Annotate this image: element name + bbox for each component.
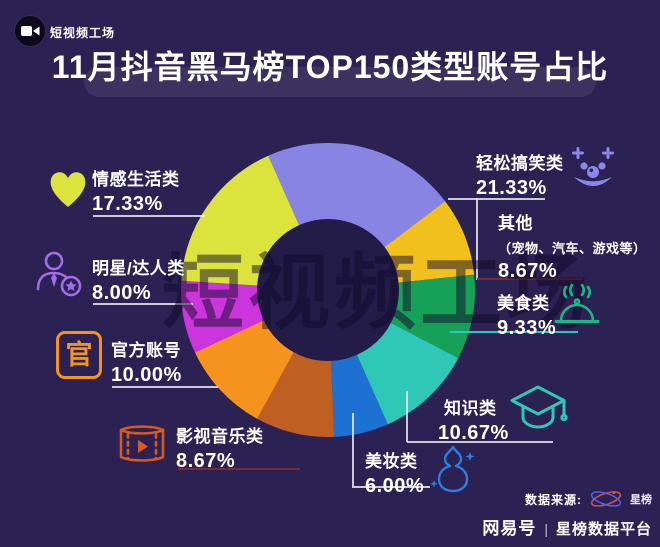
donut-slice-4 bbox=[330, 354, 388, 437]
legend-item-film-music: 影视音乐类 8.67% bbox=[176, 422, 264, 473]
legend-item-other: 其他 （宠物、汽车、游戏等） 8.67% bbox=[498, 209, 647, 283]
legend-value: 10.67% bbox=[438, 422, 509, 444]
legend-value: 6.00% bbox=[365, 475, 425, 497]
netease-logo-text: 网易号 bbox=[482, 519, 537, 538]
legend-label: 美妆类 bbox=[365, 452, 418, 471]
legend-item-beauty: 美妆类 6.00% bbox=[365, 447, 424, 498]
leader-line-comedy bbox=[448, 198, 545, 200]
legend-item-emotion-life: 情感生活类 17.33% bbox=[92, 165, 180, 216]
clown-icon bbox=[572, 147, 614, 186]
legend-sublabel: （宠物、汽车、游戏等） bbox=[498, 241, 647, 256]
legend-label: 轻松搞笑类 bbox=[476, 154, 564, 173]
leader-line-beauty-vertical bbox=[352, 413, 354, 487]
footer-divider: | bbox=[544, 521, 548, 537]
footer: 数据来源: 星榜 网易号 | 星榜数据平台 bbox=[482, 486, 652, 539]
legend-value: 8.00% bbox=[92, 282, 152, 304]
cosmetic-gourd-icon bbox=[430, 445, 475, 493]
graduation-cap-icon bbox=[510, 385, 568, 429]
leader-line-other-vertical bbox=[476, 198, 478, 280]
xingbang-logo-text: 星榜 bbox=[630, 494, 652, 506]
leader-line-knowledge-vertical bbox=[406, 391, 408, 442]
leader-line-beauty bbox=[352, 486, 430, 488]
leader-line-other bbox=[477, 278, 583, 280]
leader-line-film-music bbox=[178, 468, 300, 470]
leader-line-celebrity bbox=[93, 303, 193, 305]
data-source-label: 数据来源: bbox=[525, 492, 582, 507]
donut-slice-8 bbox=[181, 155, 300, 286]
food-cloche-icon bbox=[554, 283, 600, 324]
donut-slice-5 bbox=[257, 352, 335, 437]
legend-item-official: 官方账号 10.00% bbox=[111, 336, 182, 387]
legend-label: 官方账号 bbox=[111, 341, 181, 360]
legend-value: 8.67% bbox=[498, 260, 558, 282]
leader-line-knowledge bbox=[407, 441, 553, 443]
star-person-icon bbox=[36, 251, 82, 297]
legend-label: 情感生活类 bbox=[92, 170, 180, 189]
donut-slice-2 bbox=[390, 274, 475, 359]
legend-label: 知识类 bbox=[444, 399, 497, 418]
platform-name: 星榜数据平台 bbox=[555, 521, 652, 538]
legend-value: 17.33% bbox=[92, 193, 163, 215]
legend-label: 美食类 bbox=[497, 294, 550, 313]
page-title: 11月抖音黑马榜TOP150类型账号占比 bbox=[51, 49, 609, 85]
official-seal-char: 官 bbox=[65, 339, 93, 370]
donut-slice-6 bbox=[194, 320, 294, 419]
legend-item-food: 美食类 9.33% bbox=[497, 289, 556, 340]
legend-value: 8.67% bbox=[176, 450, 236, 472]
legend-value: 10.00% bbox=[111, 364, 182, 386]
donut-slice-0 bbox=[268, 143, 446, 248]
leader-line-food bbox=[450, 331, 578, 333]
donut-chart bbox=[180, 143, 475, 437]
video-camera-icon bbox=[20, 26, 39, 36]
legend-item-knowledge: 知识类 10.67% bbox=[438, 394, 509, 445]
xingbang-orbit-icon bbox=[590, 490, 622, 507]
title-highlight-pill bbox=[84, 67, 596, 97]
legend-item-comedy: 轻松搞笑类 21.33% bbox=[476, 149, 564, 200]
legend-value: 9.33% bbox=[497, 317, 557, 339]
legend-label: 明星/达人类 bbox=[92, 259, 185, 278]
app-logo bbox=[14, 15, 46, 47]
legend-item-celebrity: 明星/达人类 8.00% bbox=[92, 254, 185, 305]
logo-text: 短视频工场 bbox=[50, 26, 116, 40]
legend-value: 21.33% bbox=[476, 177, 547, 199]
official-seal-icon: 官 bbox=[56, 331, 102, 379]
donut-hole bbox=[257, 219, 399, 361]
leader-line-official bbox=[112, 386, 218, 388]
leader-line-emotion bbox=[93, 215, 205, 217]
legend-label: 其他 bbox=[498, 214, 533, 233]
legend-label: 影视音乐类 bbox=[176, 427, 264, 446]
heart-icon bbox=[50, 172, 86, 207]
filmstrip-icon bbox=[119, 425, 165, 462]
donut-slice-7 bbox=[180, 280, 264, 353]
donut-slice-1 bbox=[384, 201, 475, 283]
donut-slice-3 bbox=[356, 322, 459, 425]
